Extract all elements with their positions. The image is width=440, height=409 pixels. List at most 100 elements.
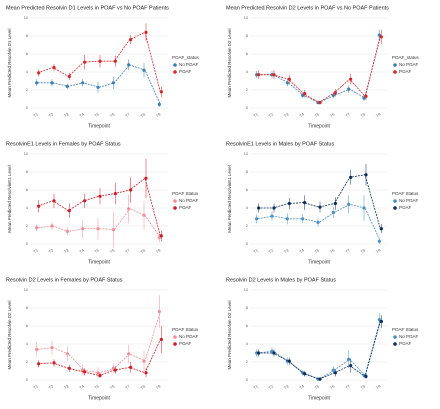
y-tick-label: 10 <box>24 151 29 156</box>
data-point <box>144 176 148 180</box>
data-point <box>255 217 259 221</box>
data-point <box>377 239 381 243</box>
data-point <box>159 234 163 238</box>
chart: ResolvinE1 Levels in Females by POAF Sta… <box>6 141 199 265</box>
x-tick-label: T3 <box>63 247 70 254</box>
data-point <box>35 347 39 351</box>
data-point <box>37 204 41 208</box>
data-point <box>364 173 368 177</box>
x-axis-label: Timepoint <box>308 123 330 129</box>
x-tick-label: T9 <box>375 247 382 254</box>
x-tick-label: T7 <box>124 247 131 254</box>
y-tick-label: 6 <box>246 187 249 192</box>
x-tick-label: T2 <box>47 111 54 118</box>
x-tick-label: T1 <box>32 383 39 390</box>
x-tick-label: T7 <box>344 111 351 118</box>
x-tick-label: T6 <box>329 111 336 118</box>
legend-swatch <box>173 206 177 210</box>
y-tick-label: 6 <box>246 51 249 56</box>
data-point <box>83 199 87 203</box>
y-tick-label: 6 <box>26 187 29 192</box>
series-line <box>257 36 381 104</box>
legend-title: POAF Status <box>392 327 419 332</box>
series-line <box>257 203 381 242</box>
x-tick-label: T2 <box>267 383 274 390</box>
data-point <box>129 365 133 369</box>
x-tick-label: T5 <box>93 383 100 390</box>
data-point <box>98 373 102 378</box>
data-point <box>272 351 276 355</box>
x-tick-label: T5 <box>313 383 320 390</box>
x-axis-label: Timepoint <box>88 395 110 401</box>
data-point <box>98 194 102 198</box>
x-tick-label: T3 <box>63 383 70 390</box>
data-point <box>142 68 146 72</box>
data-point <box>67 74 71 79</box>
x-tick-label: T5 <box>93 111 100 118</box>
x-tick-label: T9 <box>375 111 382 118</box>
x-tick-label: T1 <box>252 111 259 118</box>
legend-label: POAF <box>399 205 412 210</box>
data-point <box>379 35 383 39</box>
series-line <box>257 319 381 380</box>
y-tick-label: 10 <box>24 287 29 292</box>
data-point <box>113 192 117 196</box>
chart: ResolvinE1 Levels in Males by POAF Statu… <box>226 141 419 265</box>
x-tick-label: T2 <box>47 247 54 254</box>
x-tick-label: T6 <box>329 383 336 390</box>
y-tick-label: 0 <box>246 377 249 382</box>
x-tick-label: T8 <box>359 111 366 118</box>
data-point <box>285 217 289 221</box>
data-point <box>98 59 102 63</box>
x-axis-label: Timepoint <box>88 259 110 265</box>
x-axis-label: Timepoint <box>88 123 110 129</box>
legend-label: No POAF <box>399 334 419 339</box>
x-tick-label: T6 <box>109 383 116 390</box>
data-point <box>96 371 100 375</box>
data-point <box>129 188 133 192</box>
legend-label: No POAF <box>179 334 199 339</box>
chart-title: ResolvinE1 Levels in Males by POAF Statu… <box>226 141 334 147</box>
data-point <box>362 206 366 210</box>
data-point <box>81 81 85 85</box>
y-tick-label: 4 <box>26 341 29 346</box>
legend-label: POAF <box>399 69 412 74</box>
legend-swatch <box>393 335 397 339</box>
data-point <box>303 201 307 205</box>
x-tick-label: T4 <box>298 383 305 390</box>
data-point <box>65 84 69 88</box>
data-point <box>272 73 276 77</box>
data-point <box>159 337 163 342</box>
data-point <box>127 207 131 211</box>
data-point <box>349 77 353 81</box>
y-tick-label: 6 <box>26 323 29 328</box>
legend-label: No POAF <box>179 198 199 203</box>
data-point <box>303 372 307 376</box>
data-point <box>303 92 307 96</box>
legend-swatch <box>173 63 177 67</box>
legend-swatch <box>393 70 397 74</box>
legend-swatch <box>173 335 177 339</box>
chart: Mean Predicted Resolvin D1 Levels in POA… <box>6 5 200 129</box>
chart: Resolvin D2 Levels in Males by POAF Stat… <box>226 277 419 401</box>
legend-title: POAF Status <box>172 327 199 332</box>
data-point <box>285 81 289 85</box>
y-tick-label: 8 <box>26 33 29 38</box>
series-line <box>257 321 381 380</box>
data-point <box>65 229 69 233</box>
chart: Mean Predicted Resolvin D2 Levels in POA… <box>226 5 420 129</box>
data-point <box>379 227 383 231</box>
y-tick-label: 8 <box>246 33 249 38</box>
legend-swatch <box>393 206 397 210</box>
x-tick-label: T6 <box>329 247 336 254</box>
data-point <box>127 352 131 356</box>
data-point <box>257 351 261 355</box>
x-tick-label: T6 <box>109 111 116 118</box>
y-tick-label: 0 <box>246 241 249 246</box>
legend-label: POAF <box>179 341 192 346</box>
data-point <box>333 371 337 375</box>
legend-swatch <box>173 70 177 74</box>
x-tick-label: T2 <box>267 247 274 254</box>
series-line <box>37 339 161 376</box>
data-point <box>347 202 351 206</box>
